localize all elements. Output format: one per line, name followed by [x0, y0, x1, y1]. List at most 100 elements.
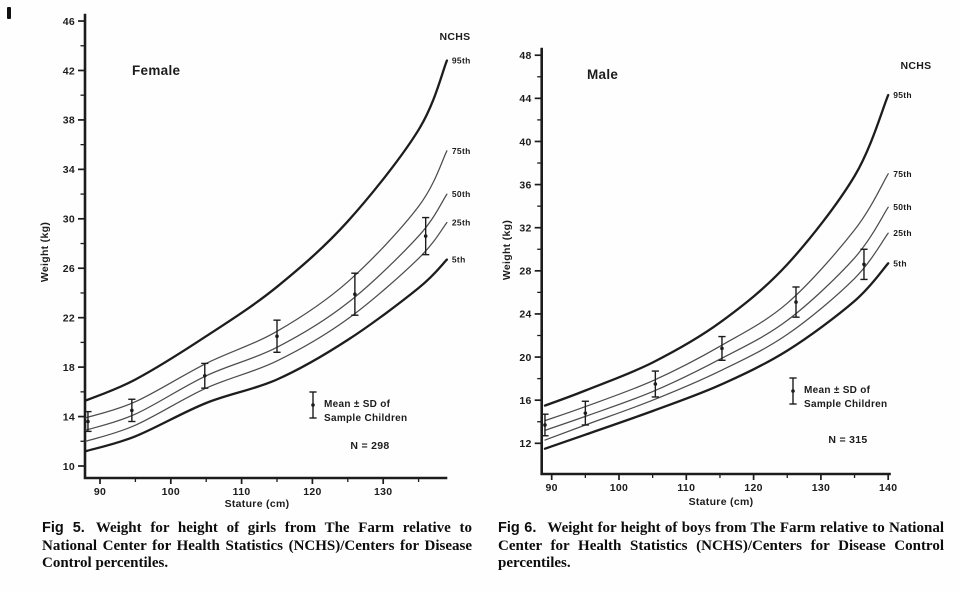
y-axis-label: Weight (kg) [501, 220, 513, 280]
percentile-curve-95th [543, 93, 890, 407]
male-weight-for-height-chart: 12 16 20 24 28 32 36 40 44 48 90 100 110 120 130 140 95t… [501, 47, 931, 508]
legend-line1: Mean ± SD of [324, 399, 391, 410]
percentile-curve-75th [544, 173, 889, 422]
sample-errorbar [860, 248, 868, 281]
y-tick-label: 22 [63, 312, 75, 324]
curve-label-50th: 50th [452, 189, 471, 199]
errorbar-mean-dot [583, 411, 588, 415]
axes [540, 47, 891, 476]
x-tick-label: 90 [546, 482, 558, 494]
x-tick-label: 90 [94, 486, 106, 498]
legend-line2: Sample Children [324, 413, 407, 424]
percentile-curve-50th [544, 206, 889, 431]
sample-errorbar [792, 286, 800, 318]
sample-errorbar [273, 319, 281, 353]
figure-6-caption-tag: Fig 6. [498, 520, 537, 536]
errorbar-mean-dot [423, 234, 428, 238]
x-tick-label: 110 [233, 486, 251, 498]
y-axis-label: Weight (kg) [39, 222, 51, 282]
curve-label-25th: 25th [452, 218, 471, 228]
errorbar-mean-dot [543, 423, 547, 427]
percentile-curve-5th [84, 258, 449, 453]
figure-5-caption-tag: Fig 5. [42, 520, 85, 536]
y-tick-label: 34 [63, 164, 75, 176]
y-tick-label: 18 [63, 362, 75, 374]
sample-count-label: N = 315 [828, 434, 867, 446]
errorbar-mean-dot [653, 382, 658, 386]
sample-errorbar [651, 370, 659, 398]
errorbar-mean-dot [794, 300, 798, 304]
percentile-curve-25th [85, 221, 448, 442]
curve-label-25th: 25th [893, 228, 912, 238]
figure-6-caption-text: Weight for height of boys from The Farm … [498, 520, 944, 571]
y-tick-label: 14 [63, 411, 75, 423]
y-tick-label: 20 [519, 352, 531, 364]
figure-6-panel: 12 16 20 24 28 32 36 40 44 48 90 100 110 120 130 140 95t… [480, 0, 960, 520]
curve-label-95th: 95th [893, 90, 912, 100]
x-tick-label: 120 [744, 482, 762, 494]
legend-errorbar-glyph [789, 377, 797, 405]
errorbar-mean-dot [353, 292, 357, 296]
curve-label-5th: 5th [893, 258, 907, 268]
figure-5-caption-text: Weight for height of girls from The Farm… [42, 520, 472, 571]
y-tick-label: 26 [63, 263, 75, 275]
axes [83, 13, 448, 480]
chart-title: Female [132, 63, 181, 78]
errorbar-mean-dot [720, 346, 724, 351]
y-tick-label: 44 [519, 93, 531, 105]
figure-5-caption: Fig 5. Weight for height of girls from Th… [42, 520, 472, 573]
errorbar-mean-dot [311, 403, 315, 407]
figure-5-panel: 10 14 18 22 26 30 34 38 42 46 90 100 110 120 130 95th 75… [0, 0, 480, 520]
errorbar-mean-dot [275, 334, 279, 339]
y-tick-label: 40 [519, 136, 531, 148]
x-axis-label: Stature (cm) [225, 498, 290, 510]
sample-count-label: N = 298 [350, 440, 389, 452]
errorbar-mean-dot [202, 373, 207, 378]
sample-errorbar [581, 400, 589, 426]
errorbar-mean-dot [862, 262, 866, 267]
x-tick-label: 130 [812, 482, 830, 494]
female-weight-for-height-chart: 10 14 18 22 26 30 34 38 42 46 90 100 110 120 130 95th 75… [39, 13, 471, 510]
sample-errorbar [718, 335, 726, 361]
percentile-curve-95th [84, 59, 449, 402]
x-tick-label: 110 [677, 482, 695, 494]
legend-errorbar-glyph [309, 391, 317, 419]
y-tick-label: 38 [63, 115, 75, 127]
y-tick-label: 28 [519, 266, 531, 278]
errorbar-mean-dot [130, 408, 134, 413]
sample-errorbar [422, 216, 430, 256]
y-tick-label: 24 [519, 309, 531, 321]
errorbar-mean-dot [791, 389, 795, 393]
scan-edge-artifact [7, 7, 11, 19]
y-tick-label: 48 [519, 50, 531, 62]
sample-errorbar [351, 272, 359, 316]
sample-errorbar [128, 398, 136, 423]
legend-line1: Mean ± SD of [804, 385, 871, 396]
y-tick-label: 36 [519, 179, 531, 191]
percentile-curve-75th [85, 150, 448, 419]
x-tick-label: 100 [162, 486, 180, 498]
y-tick-label: 30 [63, 214, 75, 226]
curve-label-95th: 95th [452, 56, 471, 66]
percentile-curve-5th [543, 262, 890, 450]
x-tick-label: 120 [303, 486, 321, 498]
y-tick-label: 32 [519, 223, 531, 235]
y-tick-label: 42 [63, 65, 75, 77]
errorbar-mean-dot [86, 419, 90, 424]
percentile-curve-50th [85, 193, 448, 431]
curve-label-5th: 5th [452, 255, 466, 265]
sample-errorbar [541, 413, 549, 437]
nchs-label: NCHS [440, 31, 471, 43]
x-tick-label: 140 [879, 482, 897, 494]
sample-errorbar [84, 410, 92, 433]
y-tick-label: 46 [63, 16, 75, 28]
curve-label-50th: 50th [893, 202, 912, 212]
y-tick-label: 12 [519, 438, 531, 450]
legend-line2: Sample Children [804, 399, 887, 410]
chart-title: Male [587, 67, 618, 82]
curve-label-75th: 75th [893, 169, 912, 179]
y-tick-label: 16 [519, 395, 531, 407]
x-tick-label: 100 [610, 482, 628, 494]
sample-errorbar [201, 362, 209, 389]
